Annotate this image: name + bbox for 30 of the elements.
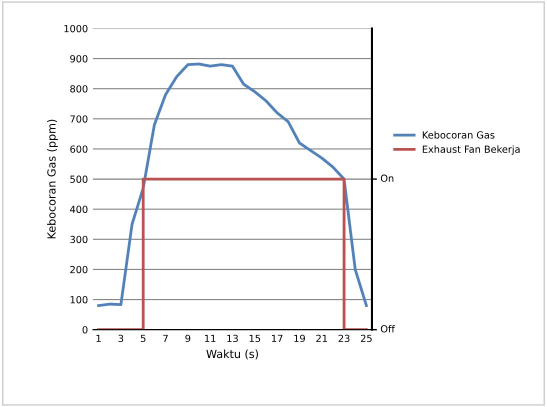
y-tick-label: 100 [70, 296, 88, 304]
y-tick-label: 900 [70, 55, 88, 62]
y-axis-title: Kebocoran Gas (ppm) [47, 120, 58, 238]
ref-line-label: Off [380, 324, 396, 332]
x-tick-label: 25 [360, 334, 372, 342]
legend-label: Kebocoran Gas [422, 131, 494, 139]
y-tick-label: 0 [82, 326, 88, 334]
y-tick-label: 700 [70, 115, 88, 123]
x-tick-label: 15 [250, 334, 260, 342]
x-tick-label: 7 [163, 334, 168, 342]
y-tick-label: 1000 [64, 24, 88, 32]
y-tick-label: 800 [70, 85, 88, 93]
y-tick-label: 500 [70, 176, 88, 183]
y-tick-label: 300 [70, 236, 88, 244]
x-tick-label: 11 [205, 334, 216, 342]
x-tick-label: 9 [185, 334, 190, 342]
x-tick-label: 19 [294, 334, 305, 342]
x-tick-label: 21 [316, 334, 328, 342]
y-tick-label: 200 [70, 266, 88, 274]
y-tick-label: 400 [70, 206, 88, 214]
x-tick-label: 23 [338, 334, 350, 342]
legend-label: Exhaust Fan Bekerja [422, 145, 520, 155]
x-tick-label: 5 [140, 334, 146, 342]
x-axis-title: Waktu (s) [206, 349, 258, 360]
ref-line-label: On [380, 174, 394, 182]
x-tick-label: 17 [272, 334, 282, 342]
x-tick-label: 13 [227, 334, 238, 342]
y-tick-label: 600 [70, 145, 88, 153]
x-tick-label: 3 [118, 334, 124, 342]
x-tick-label: 1 [96, 334, 101, 342]
